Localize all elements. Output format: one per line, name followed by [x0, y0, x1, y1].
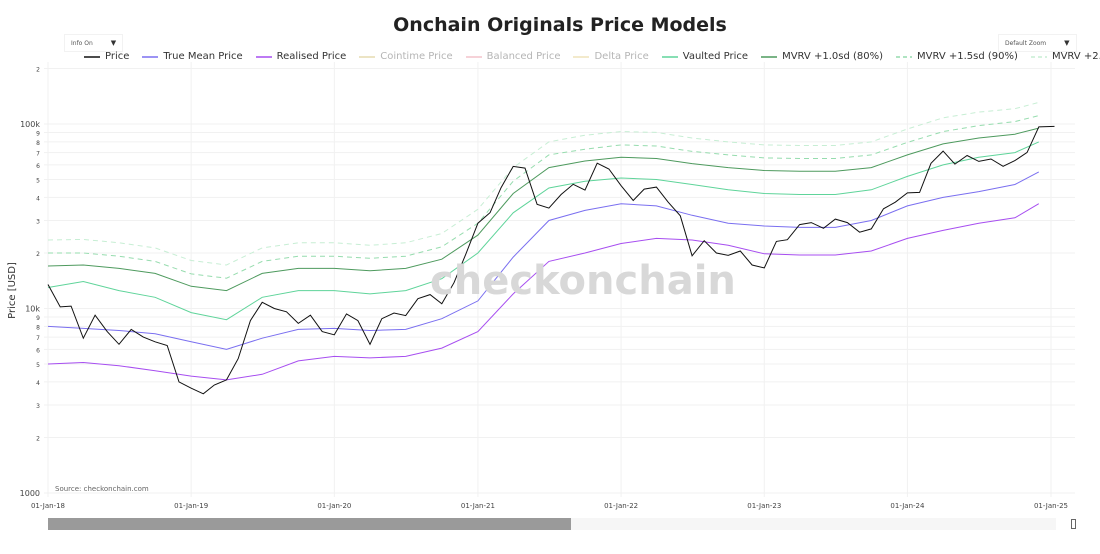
legend-label: Delta Price — [594, 51, 649, 62]
legend-item[interactable]: Delta Price — [573, 51, 649, 62]
y-axis-label: Price [USD] — [6, 262, 18, 319]
x-tick-label: 01-Jan-25 — [1034, 502, 1068, 510]
y-tick-label: 9 — [36, 130, 40, 137]
legend-label: MVRV +2.0sd (95%) — [1051, 51, 1100, 62]
zoom-dropdown-label: Default Zoom — [1005, 40, 1047, 47]
x-tick-label: 01-Jan-18 — [31, 502, 65, 510]
watermark: checkonchain — [430, 258, 736, 304]
legend-swatch — [761, 55, 778, 58]
y-tick-label: 2 — [36, 251, 40, 258]
legend-item[interactable]: Vaulted Price — [661, 51, 749, 62]
legend-swatch — [465, 55, 482, 58]
legend-item[interactable]: True Mean Price — [142, 51, 243, 62]
legend: Price True Mean Price Realised Price Cointi… — [84, 51, 1100, 62]
zoom-dropdown[interactable]: Default Zoom ▼ — [998, 34, 1077, 52]
info-dropdown-label: Info On — [71, 40, 93, 47]
legend-item[interactable]: MVRV +1.0sd (80%) — [761, 51, 883, 62]
info-dropdown[interactable]: Info On ▼ — [64, 34, 124, 52]
series-line-true-mean-price — [47, 171, 1040, 350]
y-tick-label: 2 — [36, 435, 40, 442]
x-tick-label: 01-Jan-24 — [890, 502, 925, 510]
y-tick-label: 10k — [25, 305, 40, 314]
y-tick-label: 8 — [36, 324, 40, 331]
series-line-mvrv-1-0sd-80 — [47, 127, 1039, 292]
triangle-down-icon: ▼ — [110, 39, 117, 47]
range-slider-mask[interactable] — [48, 518, 571, 530]
legend-item[interactable]: Cointime Price — [359, 51, 453, 62]
chart-title: Onchain Originals Price Models — [393, 14, 727, 36]
series-line-price — [47, 125, 1055, 395]
legend-swatch — [661, 55, 678, 58]
y-tick-label: 8 — [36, 140, 40, 147]
legend-label: Vaulted Price — [682, 51, 749, 62]
legend-item[interactable]: Price — [84, 51, 129, 62]
legend-swatch — [573, 55, 590, 58]
legend-swatch — [896, 55, 912, 58]
range-slider[interactable] — [48, 518, 1056, 530]
y-tick-label: 100k — [20, 120, 40, 129]
y-tick-label: 9 — [36, 315, 40, 322]
legend-label: Price — [105, 51, 130, 62]
legend-swatch — [359, 55, 376, 58]
y-tick-label: 4 — [36, 195, 40, 202]
triangle-down-icon: ▼ — [1064, 39, 1070, 47]
y-tick-label: 3 — [36, 218, 40, 225]
series-line-mvrv-2-0sd-95 — [47, 101, 1039, 266]
x-tick-label: 01-Jan-21 — [461, 502, 495, 510]
x-tick-label: 01-Jan-23 — [747, 502, 781, 510]
range-slider-handle[interactable] — [1071, 519, 1076, 529]
x-tick-label: 01-Jan-19 — [174, 502, 208, 510]
legend-swatch — [84, 55, 100, 58]
legend-item[interactable]: Balanced Price — [465, 51, 561, 62]
legend-item[interactable]: Realised Price — [255, 51, 347, 62]
legend-label: MVRV +1.5sd (90%) — [917, 51, 1018, 62]
y-tick-label: 2 — [36, 66, 40, 73]
y-tick-label: 1000 — [20, 489, 40, 498]
legend-label: Cointime Price — [380, 51, 453, 62]
series-line-mvrv-1-5sd-90 — [48, 115, 1039, 279]
legend-label: True Mean Price — [163, 51, 243, 62]
x-tick-label: 01-Jan-22 — [604, 502, 638, 510]
legend-item[interactable]: MVRV +2.0sd (95%) — [1030, 51, 1100, 62]
legend-swatch — [142, 55, 159, 58]
y-tick-label: 7 — [36, 151, 40, 158]
series-line-vaulted-price — [47, 141, 1040, 321]
legend-label: MVRV +1.0sd (80%) — [782, 51, 883, 62]
series-line-realised-price — [47, 203, 1040, 381]
legend-swatch — [255, 55, 272, 58]
legend-item[interactable]: MVRV +1.5sd (90%) — [896, 51, 1018, 62]
y-tick-label: 5 — [36, 178, 40, 185]
x-tick-label: 01-Jan-20 — [317, 502, 351, 510]
legend-label: Balanced Price — [486, 51, 561, 62]
y-tick-label: 3 — [36, 403, 40, 410]
legend-swatch — [1030, 55, 1047, 58]
legend-label: Realised Price — [276, 51, 347, 62]
y-tick-label: 4 — [36, 380, 40, 387]
source-note: Source: checkonchain.com — [55, 485, 149, 493]
y-tick-label: 6 — [36, 347, 40, 354]
plot-background — [44, 62, 1075, 497]
y-tick-label: 7 — [36, 335, 40, 342]
y-tick-label: 5 — [36, 362, 40, 369]
y-tick-label: 6 — [36, 163, 40, 170]
